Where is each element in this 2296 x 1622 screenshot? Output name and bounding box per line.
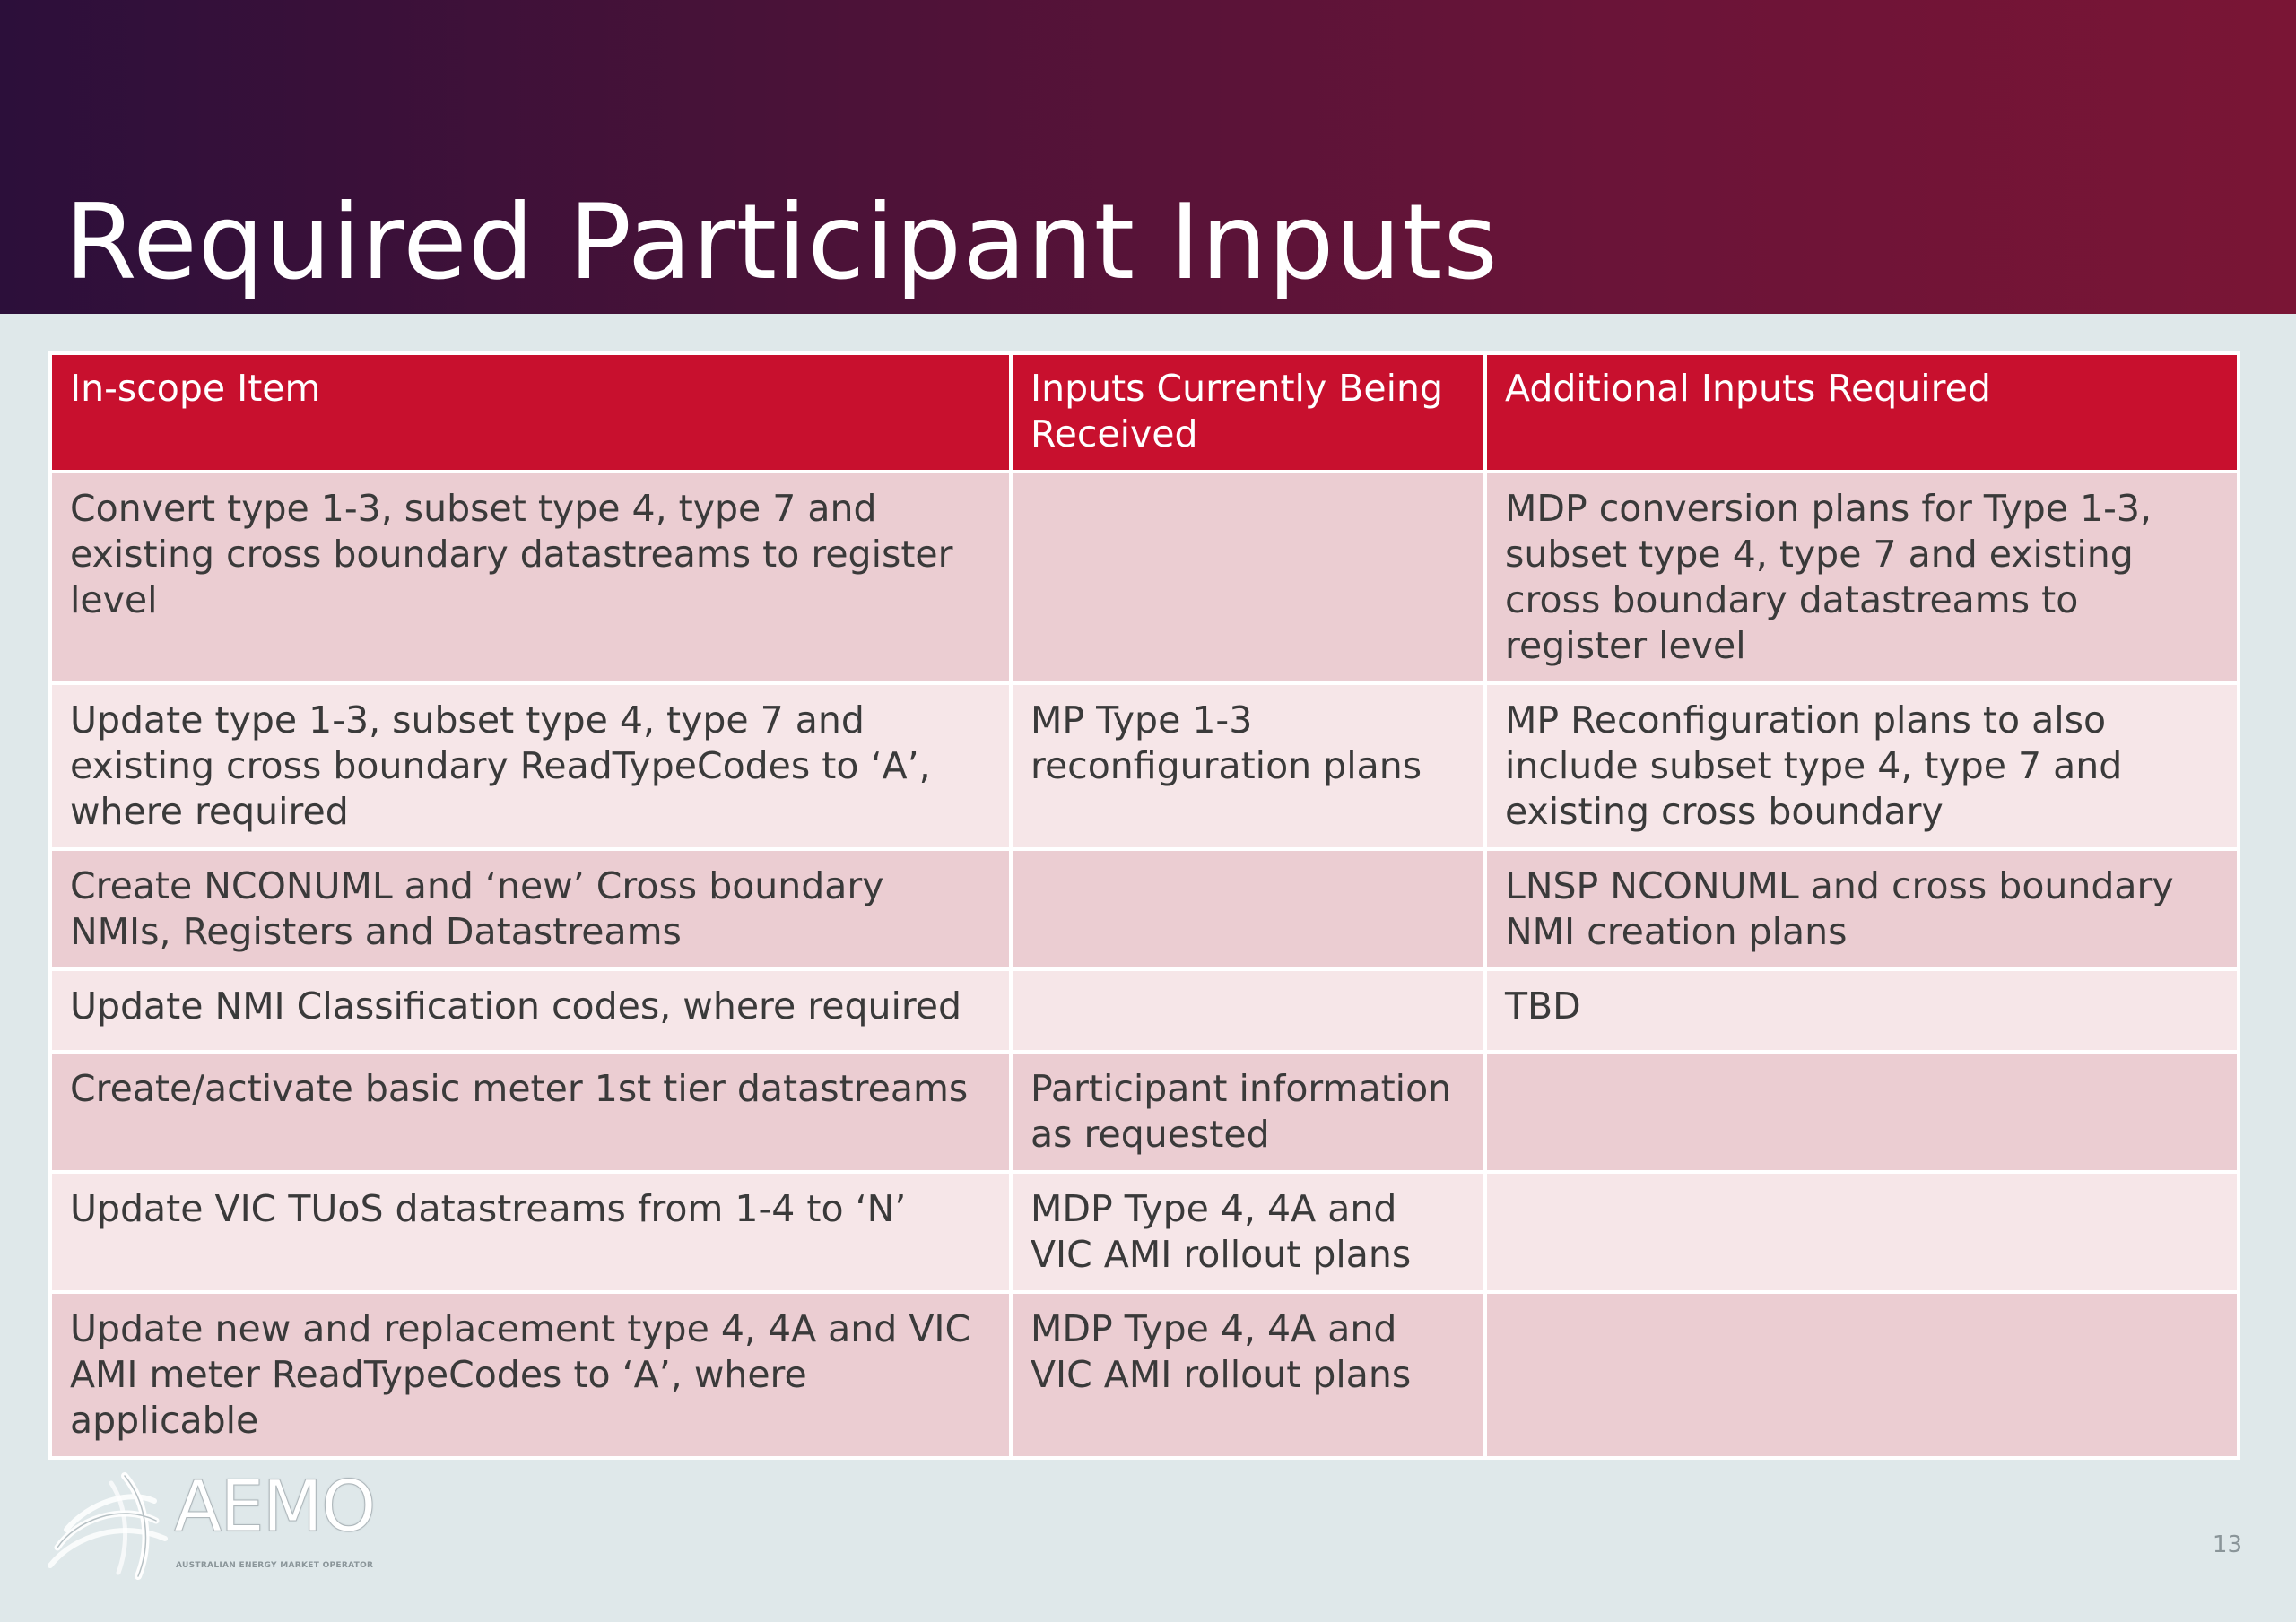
table-row: Update type 1-3, subset type 4, type 7 a…: [48, 681, 2240, 851]
table-cell-item: Create/activate basic meter 1st tier dat…: [48, 1050, 1013, 1174]
table-cell-additional: MP Reconfiguration plans to also include…: [1483, 681, 2240, 851]
table-cell-item: Create NCONUML and ‘new’ Cross boundary …: [48, 847, 1013, 971]
aemo-logo: AEMO AUSTRALIAN ENERGY MARKET OPERATOR: [39, 1467, 380, 1583]
table-cell-item: Update new and replacement type 4, 4A an…: [48, 1290, 1013, 1460]
table-row: Update new and replacement type 4, 4A an…: [48, 1290, 2240, 1460]
table-header-row: In-scope Item Inputs Currently Being Rec…: [48, 351, 2240, 473]
aemo-swirl-icon: [48, 1472, 168, 1580]
table-cell-item: Convert type 1-3, subset type 4, type 7 …: [48, 470, 1013, 685]
header-additional-inputs-required: Additional Inputs Required: [1483, 351, 2240, 473]
table-cell-additional: MDP conversion plans for Type 1-3, subse…: [1483, 470, 2240, 685]
aemo-tagline: AUSTRALIAN ENERGY MARKET OPERATOR: [176, 1561, 374, 1570]
table-cell-additional: TBD: [1483, 967, 2240, 1054]
table-cell-current: Participant information as requested: [1009, 1050, 1487, 1174]
inputs-table: In-scope Item Inputs Currently Being Rec…: [48, 351, 2240, 1460]
table-cell-current: MDP Type 4, 4A and VIC AMI rollout plans: [1009, 1290, 1487, 1460]
slide-title: Required Participant Inputs: [65, 182, 1499, 303]
table-cell-current: MDP Type 4, 4A and VIC AMI rollout plans: [1009, 1170, 1487, 1294]
table-cell-item: Update type 1-3, subset type 4, type 7 a…: [48, 681, 1013, 851]
aemo-wordmark: AEMO: [173, 1467, 376, 1548]
title-banner: Required Participant Inputs: [0, 0, 2296, 314]
table-cell-item: Update NMI Classification codes, where r…: [48, 967, 1013, 1054]
table-cell-additional: [1483, 1170, 2240, 1294]
header-in-scope-item: In-scope Item: [48, 351, 1013, 473]
table-row: Update NMI Classification codes, where r…: [48, 967, 2240, 1054]
table-cell-current: [1009, 967, 1487, 1054]
table-cell-additional: [1483, 1290, 2240, 1460]
table-row: Convert type 1-3, subset type 4, type 7 …: [48, 470, 2240, 685]
table-cell-current: MP Type 1-3 reconfiguration plans: [1009, 681, 1487, 851]
inputs-table-container: In-scope Item Inputs Currently Being Rec…: [48, 351, 2240, 1460]
table-row: Create NCONUML and ‘new’ Cross boundary …: [48, 847, 2240, 971]
table-row: Create/activate basic meter 1st tier dat…: [48, 1050, 2240, 1174]
table-cell-current: [1009, 847, 1487, 971]
table-cell-additional: LNSP NCONUML and cross boundary NMI crea…: [1483, 847, 2240, 971]
table-row: Update VIC TUoS datastreams from 1-4 to …: [48, 1170, 2240, 1294]
table-cell-current: [1009, 470, 1487, 685]
table-cell-additional: [1483, 1050, 2240, 1174]
header-inputs-currently-received: Inputs Currently Being Received: [1009, 351, 1487, 473]
page-number: 13: [2212, 1531, 2242, 1558]
table-cell-item: Update VIC TUoS datastreams from 1-4 to …: [48, 1170, 1013, 1294]
